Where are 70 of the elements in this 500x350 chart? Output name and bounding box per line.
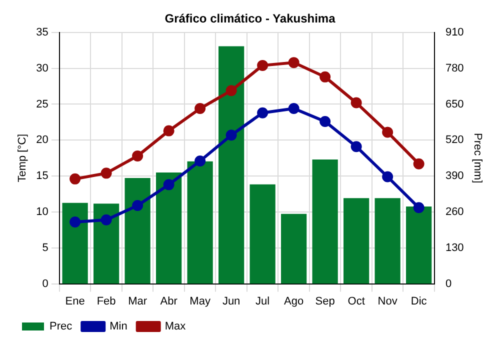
point [163,179,174,190]
y-axis-title: Temp [°C] [16,134,29,182]
chart-title: Gráfico climático - Yakushima [164,12,336,26]
y2-tick-label: 0 [445,278,452,290]
bar [62,202,88,284]
point [257,107,268,118]
point [350,141,362,152]
y-tick-label: 0 [42,278,48,290]
point [226,130,237,141]
x-tick-label: May [190,295,211,308]
x-tick-label: Mar [128,295,148,308]
y2-tick-label: 780 [445,62,464,74]
x-tick-label: Jun [222,295,240,308]
point [100,214,112,226]
x-tick-label: Oct [348,295,365,308]
point [163,125,174,136]
point [288,103,300,114]
point [382,171,394,182]
point [70,173,81,184]
bar [312,159,338,284]
point [350,97,362,108]
point [132,150,144,162]
y2-tick-label: 130 [445,242,464,254]
point [413,202,424,214]
bar [250,184,276,284]
point [194,155,206,166]
bar [344,198,370,284]
y-tick-label: 30 [36,62,48,74]
y-tick-label: 20 [36,134,48,146]
y2-tick-label: 390 [445,170,464,182]
bar [281,214,307,284]
x-tick-label: Ago [284,295,304,308]
point [100,168,112,179]
bar [406,206,432,284]
y-tick-label: 5 [42,242,48,254]
y-tick-label: 35 [36,26,48,38]
point [320,71,331,82]
point [257,60,268,71]
point [288,57,300,68]
y-tick-label: 25 [36,98,48,110]
bar [124,178,150,284]
x-tick-label: Jul [256,295,270,308]
bar [187,161,213,284]
x-tick-label: Sep [315,295,335,308]
point [70,216,81,228]
bar [218,46,244,284]
point [413,158,424,170]
point [226,85,237,96]
x-tick-label: Dic [410,295,428,308]
legend-label: Max [164,320,186,333]
y2-tick-label: 520 [445,134,464,146]
x-tick-label: Ene [65,295,85,308]
x-tick-label: Abr [160,295,178,308]
x-tick-label: Nov [378,295,398,308]
legend-label: Prec [50,320,73,333]
y-tick-label: 15 [36,170,48,182]
bar [156,172,182,284]
bar [374,198,400,284]
y-tick-label: 10 [36,206,48,218]
point [320,116,331,127]
y2-axis-title: Prec [mm] [471,133,484,184]
point [132,200,144,212]
point [194,103,206,114]
y2-tick-label: 260 [445,206,464,218]
bar [94,204,120,284]
y2-tick-label: 910 [445,26,464,38]
legend-label: Min [110,320,128,333]
x-tick-label: Feb [96,295,116,308]
point [382,126,394,138]
y2-tick-label: 650 [445,98,464,110]
